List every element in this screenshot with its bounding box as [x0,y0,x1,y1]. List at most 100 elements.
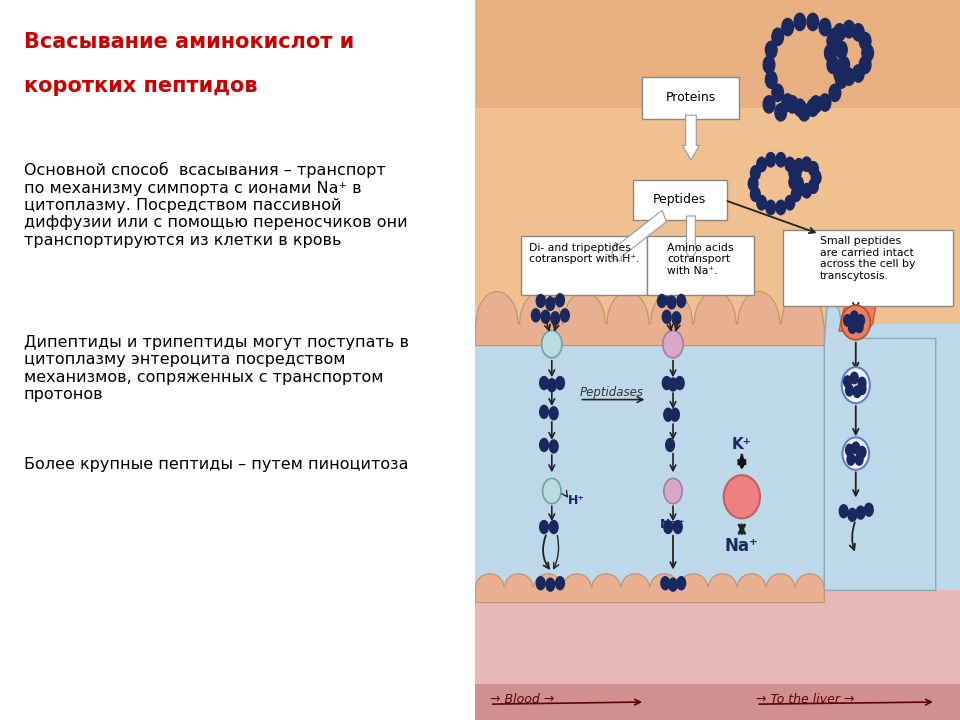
Circle shape [556,294,564,307]
Circle shape [549,521,558,534]
Circle shape [819,19,830,36]
Text: коротких пептидов: коротких пептидов [24,76,257,96]
FancyArrow shape [611,210,666,261]
Bar [825,324,960,590]
Text: Na⁺: Na⁺ [725,537,758,554]
Circle shape [856,315,865,326]
Text: Di- and tripeptides
cotransport with H⁺.: Di- and tripeptides cotransport with H⁺. [529,243,639,264]
Circle shape [677,577,685,590]
Circle shape [549,440,558,453]
Circle shape [859,32,871,50]
Text: Всасывание аминокислот и: Всасывание аминокислот и [24,32,354,53]
Circle shape [843,68,854,85]
Circle shape [556,377,564,390]
Circle shape [794,176,804,191]
Polygon shape [825,299,936,590]
Bar [475,324,960,590]
Text: Дипептиды и трипептиды могут поступать в
цитоплазму энтероцита посредством
механ: Дипептиды и трипептиды могут поступать в… [24,335,409,402]
Circle shape [858,383,866,395]
Polygon shape [475,292,825,346]
Circle shape [827,56,839,73]
Bar [475,684,960,720]
Text: → To the liver →: → To the liver → [756,693,855,706]
Circle shape [858,446,866,458]
Text: Peptides: Peptides [653,193,707,207]
Circle shape [849,322,856,333]
Circle shape [765,71,777,89]
Circle shape [811,170,821,185]
Circle shape [766,153,776,167]
Circle shape [756,196,766,210]
Circle shape [865,503,874,516]
Circle shape [665,438,675,451]
Circle shape [794,99,805,117]
Circle shape [855,454,863,465]
Circle shape [663,521,673,534]
Circle shape [547,379,556,392]
Circle shape [834,65,846,82]
Circle shape [763,56,775,73]
Circle shape [663,408,673,421]
Circle shape [766,200,776,215]
Circle shape [662,310,671,323]
Bar [475,590,960,720]
Circle shape [856,506,865,519]
Circle shape [532,309,540,322]
Text: K⁺: K⁺ [732,438,752,452]
Circle shape [844,376,852,387]
Ellipse shape [662,330,684,358]
Circle shape [751,166,760,180]
Circle shape [807,13,819,30]
Circle shape [672,312,681,325]
Circle shape [668,378,678,391]
Ellipse shape [663,478,683,504]
Circle shape [671,408,680,421]
FancyBboxPatch shape [642,77,739,119]
Circle shape [848,508,856,521]
Circle shape [794,182,804,197]
Circle shape [791,187,801,202]
Circle shape [808,179,818,194]
Circle shape [537,577,545,590]
Circle shape [775,104,786,121]
Text: Small peptides
are carried intact
across the cell by
transcytosis.: Small peptides are carried intact across… [820,236,916,281]
Circle shape [540,521,548,534]
Circle shape [756,157,766,171]
Circle shape [827,32,839,50]
Text: → Blood →: → Blood → [490,693,554,706]
Circle shape [799,104,810,121]
Circle shape [829,84,841,102]
Circle shape [791,166,801,180]
Text: H⁺: H⁺ [567,494,585,507]
Circle shape [834,24,846,41]
Text: Peptidases: Peptidases [580,386,643,399]
Circle shape [677,294,685,307]
Circle shape [674,521,683,534]
Ellipse shape [843,437,869,469]
Circle shape [807,99,819,117]
Circle shape [789,175,799,189]
FancyBboxPatch shape [633,180,728,220]
Text: Основной способ  всасывания – транспорт
по механизму симпорта с ионами Na⁺ в
цит: Основной способ всасывания – транспорт п… [24,162,407,248]
Circle shape [810,96,822,113]
Circle shape [802,184,811,198]
Circle shape [549,407,558,420]
Circle shape [785,196,795,210]
Circle shape [855,321,863,333]
Circle shape [772,28,783,45]
Circle shape [808,161,818,176]
Circle shape [853,386,861,397]
Circle shape [789,166,799,180]
Circle shape [846,444,853,456]
Circle shape [781,19,794,36]
Circle shape [660,577,670,590]
Circle shape [658,294,666,307]
Circle shape [825,44,836,61]
Circle shape [763,96,775,113]
Circle shape [843,20,854,38]
Text: Amino acids
cotransport
with Na⁺.: Amino acids cotransport with Na⁺. [667,243,733,276]
Circle shape [829,28,841,45]
Circle shape [835,71,848,89]
Circle shape [781,94,794,111]
Circle shape [851,311,858,323]
